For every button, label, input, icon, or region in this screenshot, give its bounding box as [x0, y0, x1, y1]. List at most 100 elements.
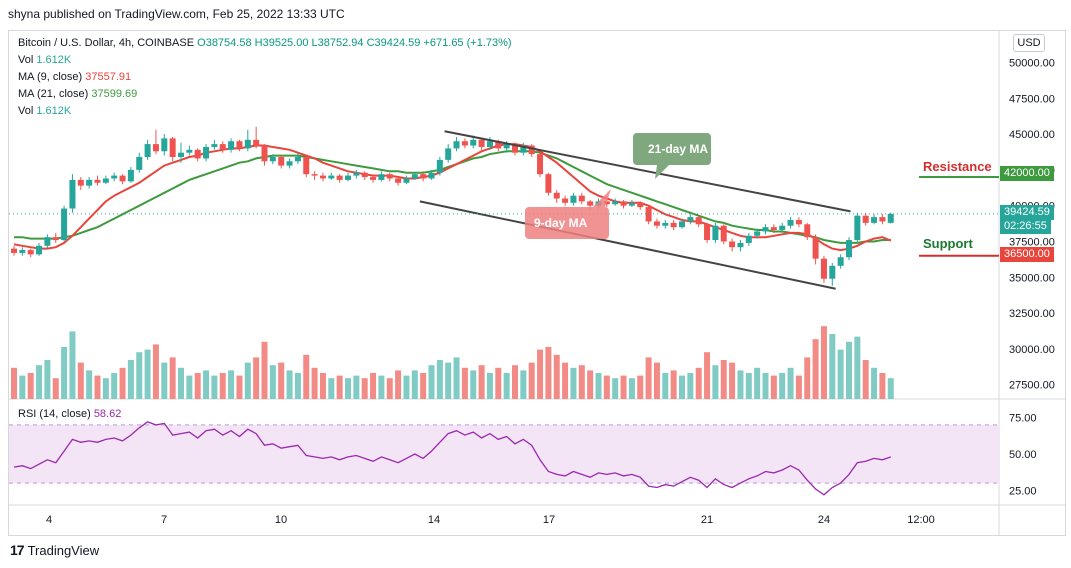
volume-bar [27, 373, 34, 399]
candle-body [837, 257, 844, 266]
x-tick-label: 14 [428, 514, 440, 526]
volume-bar [495, 367, 502, 399]
vol2-row[interactable]: Vol 1.612K [18, 103, 512, 120]
candle-body [879, 217, 886, 222]
volume-bar [136, 352, 143, 399]
y-tick-label: 32500.00 [1009, 308, 1055, 320]
candle-body [862, 215, 869, 223]
candle-body [762, 227, 769, 232]
volume-bar [253, 357, 260, 399]
volume-bar [645, 357, 652, 399]
volume-bar [854, 336, 861, 399]
volume-bar [503, 373, 510, 399]
volume-bar [169, 357, 176, 399]
candle-body [478, 139, 485, 147]
volume-bar [578, 365, 585, 399]
candle-body [194, 149, 201, 159]
volume-bar [520, 370, 527, 399]
volume-bar [219, 373, 226, 399]
y-tick-label: 50000.00 [1009, 57, 1055, 69]
footer-brand[interactable]: 17 TradingView [10, 542, 99, 558]
vol-row[interactable]: Vol 1.612K [18, 52, 512, 69]
volume-bar [729, 362, 736, 399]
candle-body [219, 144, 226, 150]
main-chart-svg[interactable]: 50000.0047500.0045000.0042500.0040000.00… [9, 31, 1065, 535]
candle-body [737, 242, 744, 248]
volume-bar [545, 347, 552, 399]
candle-body [820, 258, 827, 279]
volume-bar [278, 362, 285, 399]
volume-bar [286, 370, 293, 399]
candle-body [445, 148, 452, 160]
chart-frame[interactable]: 50000.0047500.0045000.0042500.0040000.00… [8, 30, 1066, 536]
volume-bar [695, 367, 702, 399]
candle-body [520, 145, 527, 153]
symbol-row: Bitcoin / U.S. Dollar, 4h, COINBASE O387… [18, 35, 512, 52]
y-tick-label: 30000.00 [1009, 344, 1055, 356]
candle-body [787, 220, 794, 226]
volume-bar [562, 362, 569, 399]
candle-body [562, 198, 569, 203]
candle-body [169, 138, 176, 157]
volume-bar [687, 373, 694, 399]
candle-body [712, 225, 719, 241]
candle-body [228, 141, 235, 150]
candle-body [286, 161, 293, 166]
change-value: +671.65 (+1.73%) [423, 37, 512, 49]
resistance-label: Resistance [923, 159, 992, 174]
volume-bar [628, 378, 635, 399]
channel-lower-line [419, 200, 836, 290]
vol-label: Vol [18, 54, 34, 66]
support-label: Support [923, 236, 973, 251]
y-tick-label: 37500.00 [1009, 236, 1055, 248]
volume-bar [261, 341, 268, 399]
currency-button[interactable]: USD [1013, 34, 1045, 52]
volume-bar [378, 375, 385, 399]
volume-bar [11, 367, 17, 399]
candle-body [428, 172, 435, 179]
candle-body [361, 172, 368, 178]
volume-bar [829, 334, 836, 399]
candle-body [353, 172, 360, 176]
volume-bar [178, 367, 184, 399]
vol2-label: Vol [18, 105, 34, 117]
x-tick-label: 7 [161, 514, 167, 526]
ma21-value: 37599.69 [91, 88, 138, 100]
candle-body [854, 215, 861, 241]
volume-bar [152, 344, 159, 399]
candle-body [94, 179, 101, 183]
volume-bar [86, 370, 93, 399]
candle-body [378, 174, 385, 180]
volume-bar [595, 373, 602, 399]
volume-bar [244, 362, 251, 399]
volume-bar [328, 378, 335, 399]
x-tick-label: 21 [701, 514, 713, 526]
symbol-label[interactable]: Bitcoin / U.S. Dollar, 4h, COINBASE [18, 37, 195, 49]
volume-bar [353, 375, 360, 399]
volume-bar [411, 370, 418, 399]
volume-bar [370, 373, 377, 399]
candle-body [553, 192, 560, 199]
candle-body [77, 179, 84, 186]
ma9-row[interactable]: MA (9, close) 37557.91 [18, 69, 512, 86]
volume-bar [837, 349, 844, 399]
ma21-row[interactable]: MA (21, close) 37599.69 [18, 86, 512, 103]
volume-bar [186, 375, 193, 399]
volume-bar [428, 365, 435, 399]
ma21-line [14, 150, 891, 244]
volume-bar [77, 362, 84, 399]
candle-body [695, 217, 702, 225]
volume-bar [787, 367, 794, 399]
candle-body [512, 144, 518, 153]
volume-bar [478, 365, 485, 399]
candle-body [846, 240, 852, 258]
rsi-tick-label: 25.00 [1009, 485, 1037, 497]
rsi-tick-label: 50.00 [1009, 449, 1037, 461]
volume-bar [486, 373, 493, 399]
volume-bar [319, 373, 326, 399]
candle-body [537, 154, 544, 175]
candle-body [436, 159, 443, 173]
candle-body [203, 146, 210, 159]
volume-bar [119, 367, 126, 399]
rsi-legend[interactable]: RSI (14, close) 58.62 [18, 408, 121, 420]
